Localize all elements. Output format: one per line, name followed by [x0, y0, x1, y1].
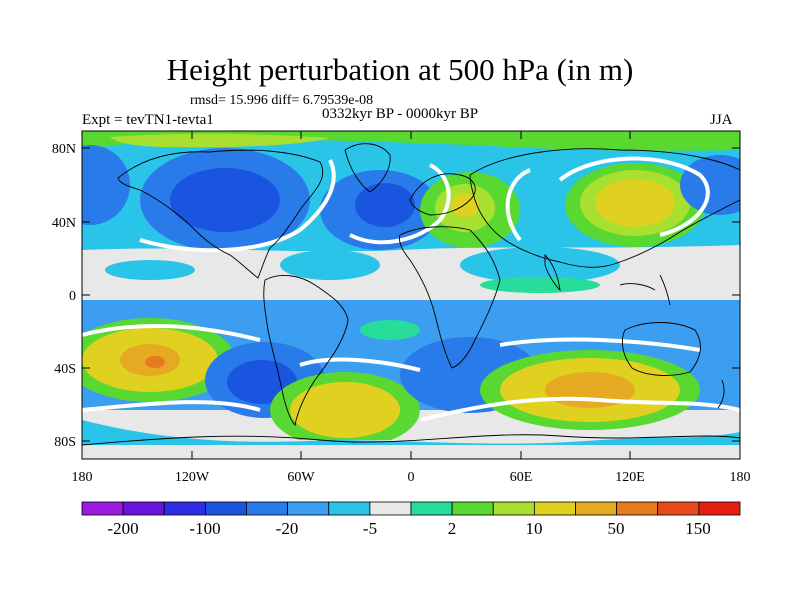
colorbar-label: 2 [448, 519, 457, 538]
colorbar-swatch [369, 501, 412, 516]
lat-tick-label: 0 [69, 289, 76, 304]
height-field [82, 131, 740, 459]
colorbar-label: -5 [363, 519, 377, 538]
colorbar-swatch [616, 501, 659, 516]
colorbar-swatch [492, 501, 535, 516]
lon-tick-label: 120W [175, 470, 210, 485]
colorbar-label: -20 [276, 519, 299, 538]
coastlines [82, 143, 740, 446]
lon-tick-labels: 180 120W 60W 0 60E 120E 180 [72, 470, 751, 485]
lat-tick-label: 80S [54, 435, 76, 450]
colorbar-swatch [533, 501, 576, 516]
colorbar-swatch [328, 501, 371, 516]
lat-tick-label: 40N [52, 216, 76, 231]
lon-tick-label: 180 [72, 470, 93, 485]
colorbar-swatch [575, 501, 618, 516]
lon-ticks [81, 131, 741, 459]
chart-title: Height perturbation at 500 hPa (in m) [166, 52, 634, 87]
colorbar-label: 50 [608, 519, 625, 538]
colorbar-swatch [410, 501, 453, 516]
zero-contours [82, 156, 740, 422]
lon-tick-label: 120E [615, 470, 645, 485]
colorbar-swatch [163, 501, 206, 516]
colorbar-swatch [698, 501, 741, 516]
colorbar-swatch [122, 501, 165, 516]
lat-tick-labels: 80N 40N 0 40S 80S [52, 142, 76, 450]
colorbar-swatch [246, 501, 289, 516]
lon-tick-label: 60W [287, 470, 315, 485]
colorbar-swatch [204, 501, 247, 516]
rmsd-diff-label: rmsd= 15.996 diff= 6.79539e-08 [190, 93, 374, 108]
period-label: 0332kyr BP - 0000kyr BP [322, 106, 479, 122]
lon-tick-label: 60E [510, 470, 533, 485]
colorbar-swatch [81, 501, 124, 516]
colorbar-swatch [657, 501, 700, 516]
colorbar-swatch [451, 501, 494, 516]
colorbar [81, 501, 741, 516]
lon-tick-label: 180 [730, 470, 751, 485]
season-label: JJA [710, 112, 733, 128]
lat-tick-label: 40S [54, 362, 76, 377]
colorbar-label: -200 [107, 519, 138, 538]
colorbar-label: 10 [526, 519, 543, 538]
colorbar-label: -100 [189, 519, 220, 538]
colorbar-labels: -200 -100 -20 -5 2 10 50 150 [107, 519, 710, 538]
colorbar-label: 150 [685, 519, 711, 538]
lat-ticks [82, 147, 740, 442]
experiment-label: Expt = tevTN1-tevta1 [82, 112, 214, 128]
lon-tick-label: 0 [408, 470, 415, 485]
colorbar-swatch [287, 501, 330, 516]
lat-tick-label: 80N [52, 142, 76, 157]
